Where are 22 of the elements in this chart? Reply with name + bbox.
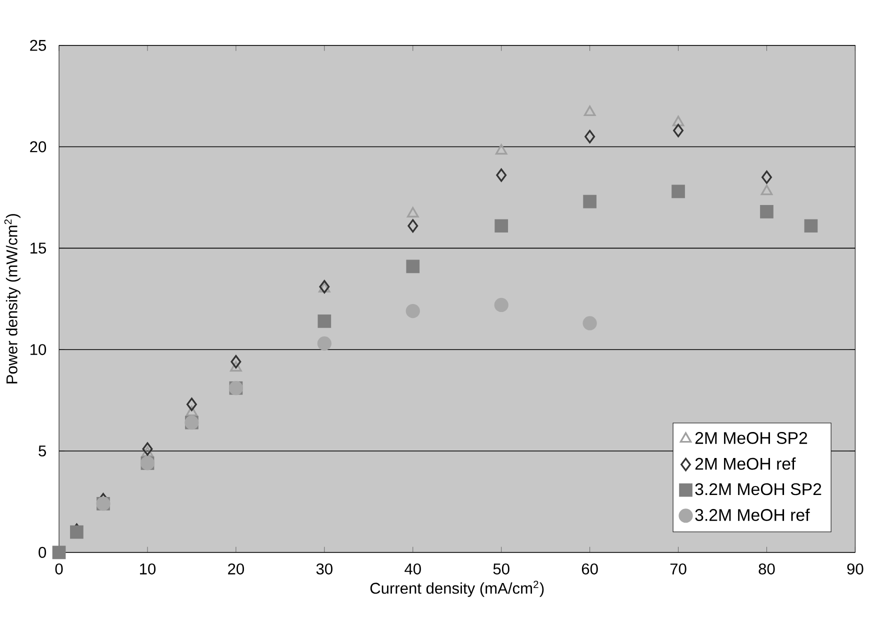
y-tick-label: 5 bbox=[38, 445, 46, 456]
x-tick-label: 20 bbox=[228, 563, 244, 574]
legend-label: 2M MeOH ref bbox=[695, 457, 796, 470]
y-tick-label: 15 bbox=[30, 242, 46, 254]
x-tick-label: 50 bbox=[493, 563, 510, 574]
x-tick-label: 0 bbox=[55, 563, 63, 574]
legend-label: 3.2M MeOH SP2 bbox=[695, 483, 822, 496]
y-tick-label: 25 bbox=[30, 40, 46, 51]
legend-label: 3.2M MeOH ref bbox=[695, 508, 810, 521]
x-tick-label: 80 bbox=[758, 563, 775, 574]
legend-label: 2M MeOH SP2 bbox=[695, 432, 808, 444]
y-tick-label: 0 bbox=[38, 546, 46, 558]
x-tick-label: 60 bbox=[582, 563, 598, 574]
x-axis-title: Current density (mA/cm$^{2}$) bbox=[370, 580, 544, 597]
x-tick-label: 90 bbox=[847, 563, 864, 574]
x-tick-label: 10 bbox=[140, 563, 156, 574]
x-tick-label: 30 bbox=[316, 563, 332, 574]
x-tick-label: 40 bbox=[404, 563, 421, 574]
y-tick-label: 10 bbox=[30, 344, 46, 355]
y-tick-label: 20 bbox=[30, 141, 46, 152]
y-axis-title: Power density (mW/cm$^{2}$) bbox=[4, 214, 20, 384]
x-tick-label: 70 bbox=[670, 563, 686, 574]
